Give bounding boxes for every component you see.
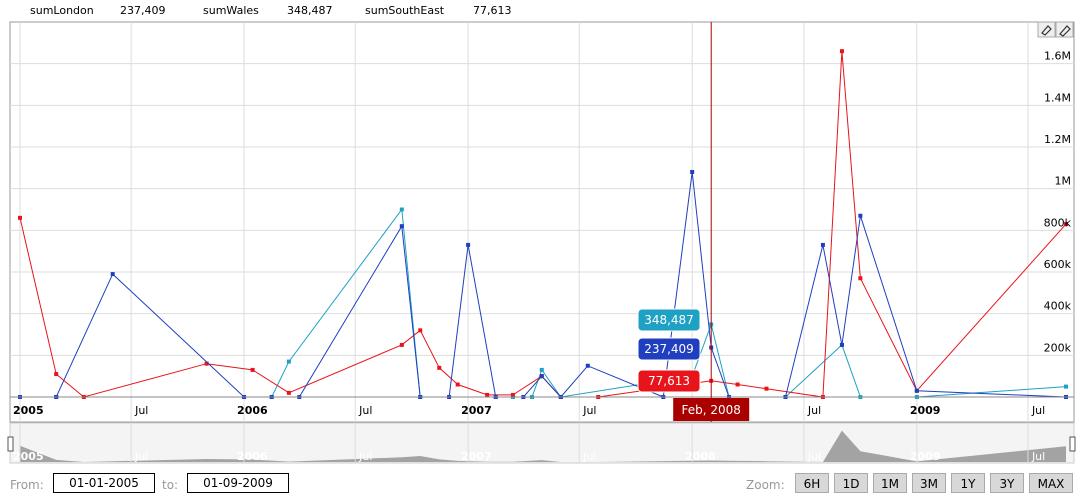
legend: sumLondon 237,409 sumWales 348,487 sumSo… — [0, 0, 1090, 22]
data-point-sumSouthEast[interactable] — [250, 367, 255, 372]
navigator-handle-left[interactable] — [7, 436, 14, 452]
y-tick-label: 1.4M — [1044, 91, 1071, 104]
navigator-label: Jul — [807, 450, 821, 463]
value-balloon-sumSouthEast — [637, 369, 701, 393]
zoom-3y-button[interactable]: 3Y — [990, 473, 1024, 493]
navigator-handle-right[interactable] — [1069, 436, 1076, 452]
navigator[interactable]: 2005 Jul 2006 Jul 2007 Jul 2008 Jul 2009 Jul — [7, 422, 1076, 464]
grid — [10, 22, 1074, 422]
data-point-sumLondon[interactable] — [690, 170, 695, 174]
x-tick-label: 2005 — [13, 404, 44, 417]
navigator-label: 2005 — [13, 450, 44, 463]
y-tick-label: 200k — [1044, 341, 1072, 354]
y-tick-label: 800k — [1044, 216, 1072, 229]
legend-name-southeast: sumSouthEast — [365, 4, 445, 17]
navigator-label: 2006 — [237, 450, 268, 463]
zoom-3m-button[interactable]: 3M — [912, 473, 946, 493]
navigator-frame — [9, 422, 1075, 464]
navigator-label: Jul — [358, 450, 372, 463]
axis-layer: 200k 400k 600k 800k 1M 1.2M 1.4M 1.6M 2005 Jul 200… — [10, 50, 1074, 417]
data-point-sumSouthEast[interactable] — [204, 361, 209, 366]
value-balloon-sumLondon — [637, 337, 701, 361]
navigator-label: 2009 — [910, 450, 941, 463]
navigator-label: Jul — [134, 450, 148, 463]
data-point-sumSouthEast[interactable] — [286, 390, 291, 395]
cursor-layer: Feb, 2008 348,487 237,409 77,613 — [637, 22, 750, 422]
x-tick-label: 2007 — [461, 404, 492, 417]
cursor-date-tag — [673, 398, 750, 421]
data-point-sumSouthEast[interactable] — [735, 382, 740, 387]
data-point-sumSouthEast[interactable] — [485, 392, 490, 397]
x-tick-label: 2009 — [910, 404, 941, 417]
data-point-sumWales[interactable] — [1064, 384, 1068, 389]
zoom-1y-button[interactable]: 1Y — [951, 473, 985, 493]
zoom-label: Zoom: — [746, 478, 785, 492]
cursor-date-label: Feb, 2008 — [681, 403, 740, 417]
data-point-sumSouthEast[interactable] — [18, 215, 22, 220]
value-balloon-label-sumLondon: 237,409 — [644, 342, 694, 356]
data-point-sumSouthEast[interactable] — [764, 386, 769, 391]
plot-frame — [9, 21, 1075, 423]
data-point-sumSouthEast[interactable] — [858, 276, 863, 281]
from-label: From: — [10, 478, 44, 492]
data-point-sumLondon[interactable] — [585, 363, 590, 368]
data-point-sumSouthEast[interactable] — [54, 372, 59, 377]
data-point-sumLondon[interactable] — [858, 213, 863, 218]
legend-value-london: 237,409 — [120, 4, 166, 17]
navigator-label: Jul — [582, 450, 596, 463]
y-tick-label: 600k — [1044, 258, 1072, 271]
data-point-sumSouthEast[interactable] — [418, 328, 423, 333]
data-point-sumLondon[interactable] — [914, 388, 919, 393]
x-tick-label: 2006 — [237, 404, 268, 417]
data-point-sumSouthEast[interactable] — [399, 342, 404, 347]
to-date-input[interactable] — [187, 473, 289, 493]
navigator-label: 2008 — [685, 450, 716, 463]
data-point-sumSouthEast[interactable] — [510, 392, 515, 397]
y-tick-label: 1.6M — [1044, 50, 1071, 63]
to-label: to: — [162, 478, 179, 492]
zoom-1m-button[interactable]: 1M — [873, 473, 907, 493]
x-tick-label: Jul — [807, 404, 821, 417]
x-tick-label: Jul — [1031, 404, 1045, 417]
data-point-sumLondon[interactable] — [539, 374, 544, 379]
eraser-icon[interactable] — [1037, 21, 1056, 38]
range-controls: From: to: Zoom: 6H 1D 1M 3M 1Y 3Y MAX — [0, 470, 1090, 500]
legend-name-wales: sumWales — [203, 4, 259, 17]
zoom-1d-button[interactable]: 1D — [834, 473, 868, 493]
data-point-sumLondon[interactable] — [466, 242, 471, 247]
zoom-max-button[interactable]: MAX — [1029, 473, 1073, 493]
x-tick-label: Jul — [582, 404, 596, 417]
data-point-sumLondon[interactable] — [839, 342, 844, 347]
x-tick-label: Jul — [358, 404, 372, 417]
navigator-label: 2007 — [461, 450, 492, 463]
legend-value-wales: 348,487 — [287, 4, 333, 17]
data-point-sumSouthEast[interactable] — [437, 365, 442, 370]
data-point-sumWales[interactable] — [286, 359, 291, 364]
y-tick-label: 1M — [1055, 175, 1072, 188]
data-point-sumLondon[interactable] — [110, 272, 115, 277]
data-point-sumLondon[interactable] — [820, 242, 825, 247]
value-balloon-sumWales — [637, 308, 701, 332]
value-balloon-label-sumSouthEast: 77,613 — [648, 374, 690, 388]
y-tick-label: 400k — [1044, 300, 1072, 313]
data-point-sumLondon[interactable] — [399, 224, 404, 229]
zoom-6h-button[interactable]: 6H — [795, 473, 829, 493]
from-date-input[interactable] — [53, 473, 155, 493]
legend-value-southeast: 77,613 — [473, 4, 512, 17]
data-point-sumWales[interactable] — [399, 207, 404, 212]
data-point-sumSouthEast[interactable] — [839, 49, 844, 54]
navigator-label: Jul — [1031, 450, 1045, 463]
x-tick-label: Jul — [134, 404, 148, 417]
y-tick-label: 1.2M — [1044, 133, 1071, 146]
series-line-sumWales — [20, 208, 1067, 398]
value-balloon-label-sumWales: 348,487 — [644, 313, 694, 327]
navigator-area — [20, 430, 1066, 462]
data-point-sumSouthEast[interactable] — [1064, 222, 1068, 227]
pencil-icon[interactable] — [1055, 21, 1074, 38]
data-point-sumWales[interactable] — [539, 367, 544, 372]
data-point-sumSouthEast[interactable] — [455, 382, 460, 387]
legend-name-london: sumLondon — [30, 4, 94, 17]
